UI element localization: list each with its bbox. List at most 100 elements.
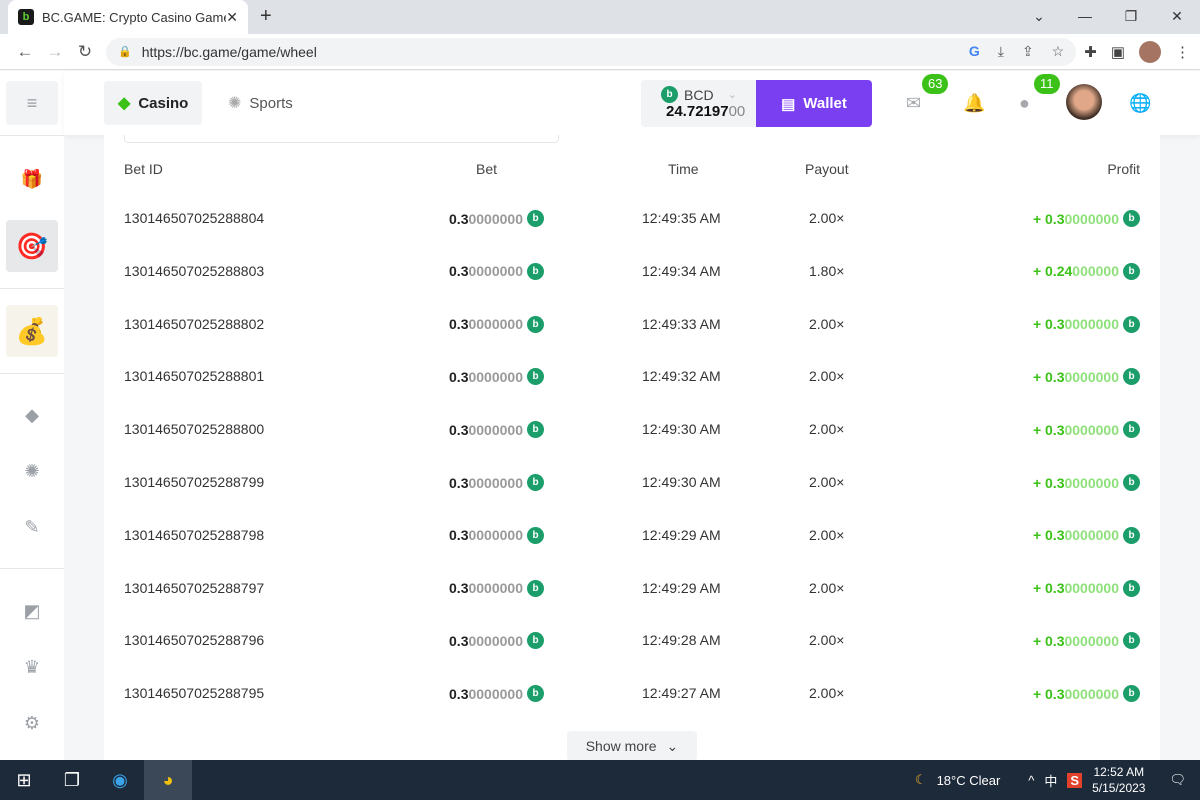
payout: 2.00×: [809, 526, 845, 543]
close-tab-icon[interactable]: ✕: [226, 8, 238, 25]
bet-zeros: 0000000: [468, 263, 523, 280]
bet-id[interactable]: 130146507025288801: [124, 368, 265, 385]
edge-icon[interactable]: ◉: [112, 769, 128, 790]
wallet-button[interactable]: ▤ Wallet: [756, 80, 872, 127]
sogou-icon[interactable]: S: [1067, 772, 1083, 788]
table-row[interactable]: 130146507025288803 0.30000000 b 12:49:34 …: [104, 262, 1160, 283]
bet-time: 12:49:34 AM: [642, 262, 721, 279]
install-icon[interactable]: ⤓: [997, 43, 1004, 59]
profit-zeros: 0000000: [1064, 632, 1119, 649]
menu-icon[interactable]: ⋮: [1175, 43, 1190, 61]
weather-text[interactable]: 18°C Clear: [936, 772, 1001, 788]
bcd-coin-icon: b: [527, 579, 544, 597]
ticket-icon[interactable]: ✎: [24, 516, 40, 537]
mail-icon[interactable]: ✉: [906, 93, 922, 113]
sports-icon[interactable]: ✺: [24, 460, 40, 481]
bet-id[interactable]: 130146507025288795: [124, 685, 265, 702]
star-icon[interactable]: ☆: [1051, 43, 1065, 59]
profit-value: + 0.3: [1032, 316, 1065, 333]
profit-zeros: 0000000: [1064, 474, 1119, 491]
profit-value: + 0.3: [1032, 421, 1065, 438]
header-time: Time: [668, 161, 699, 177]
notifications-icon[interactable]: 🗨: [1169, 772, 1186, 787]
tab-sports[interactable]: ✺ Sports: [214, 81, 307, 125]
bet-id[interactable]: 130146507025288796: [124, 632, 265, 649]
minimize-icon[interactable]: —: [1078, 8, 1092, 24]
bet-id[interactable]: 130146507025288803: [124, 262, 265, 279]
clock[interactable]: 12:52 AM 5/15/2023: [1092, 764, 1145, 796]
browser-tab[interactable]: b BC.GAME: Crypto Casino Games & Casino …: [8, 0, 248, 34]
share-icon[interactable]: ⇪: [1021, 43, 1034, 59]
coins-promo-icon[interactable]: 💰: [6, 305, 58, 357]
extensions-icon[interactable]: ✚: [1084, 43, 1097, 61]
profit-zeros: 0000000: [1064, 210, 1119, 227]
clock-date: 5/15/2023: [1092, 781, 1146, 795]
bet-id[interactable]: 130146507025288802: [124, 315, 265, 332]
bet-id[interactable]: 130146507025288798: [124, 526, 265, 543]
bet-value: 0.3: [449, 368, 469, 385]
table-row[interactable]: 130146507025288802 0.30000000 b 12:49:33 …: [104, 315, 1160, 336]
table-row[interactable]: 130146507025288799 0.30000000 b 12:49:30 …: [104, 474, 1160, 494]
table-row[interactable]: 130146507025288800 0.30000000 b 12:49:30 …: [104, 421, 1160, 441]
profile-avatar[interactable]: [1139, 40, 1161, 63]
table-row[interactable]: 130146507025288797 0.30000000 b 12:49:29 …: [104, 579, 1160, 600]
tab-casino[interactable]: ◆ Casino: [104, 81, 203, 125]
profit: + 0.30000000 b: [1033, 632, 1140, 650]
bell-icon[interactable]: 🔔: [963, 93, 986, 113]
close-window-icon[interactable]: ✕: [1171, 8, 1183, 24]
balance-amount: 24.72197: [666, 103, 729, 120]
table-row[interactable]: 130146507025288795 0.30000000 b 12:49:27 …: [104, 685, 1160, 705]
bet-id[interactable]: 130146507025288797: [124, 579, 265, 596]
bcd-coin-icon: b: [1123, 474, 1140, 491]
bcgame-favicon: b: [18, 9, 34, 25]
reload-icon[interactable]: ↻: [77, 41, 93, 61]
bet-amount: 0.30000000 b: [449, 315, 544, 333]
task-view-icon[interactable]: ❐: [63, 769, 81, 790]
promotions-icon[interactable]: ◩: [23, 600, 41, 621]
forward-icon[interactable]: →: [46, 41, 64, 61]
ime-indicator[interactable]: 中: [1044, 773, 1058, 789]
chrome-icon[interactable]: ◕: [144, 760, 192, 800]
tab-search-icon[interactable]: ⌄: [1033, 8, 1045, 24]
settings-icon[interactable]: ⚙: [23, 712, 41, 733]
bcd-coin-icon: b: [1123, 368, 1140, 386]
wallet-icon: ▤: [781, 95, 796, 113]
new-tab-icon[interactable]: +: [260, 5, 272, 27]
globe-icon[interactable]: 🌐: [1129, 93, 1152, 113]
restore-icon[interactable]: ❐: [1124, 8, 1138, 24]
payout: 2.00×: [809, 579, 845, 596]
profit: + 0.30000000 b: [1032, 579, 1140, 597]
bet-id[interactable]: 130146507025288800: [124, 421, 265, 438]
gift-icon[interactable]: 🎁: [20, 168, 44, 189]
bets-table: Bet ID Bet Time Payout Profit 1301465070…: [104, 135, 1160, 761]
balance-selector[interactable]: b BCD ⌄ 24.7219700: [641, 80, 756, 127]
table-row[interactable]: 130146507025288796 0.30000000 b 12:49:28 …: [104, 632, 1160, 652]
bet-id[interactable]: 130146507025288799: [124, 474, 265, 490]
google-icon[interactable]: G: [968, 43, 980, 59]
user-avatar[interactable]: [1066, 84, 1102, 120]
tray-chevron-icon[interactable]: ^: [1028, 772, 1035, 788]
show-more-button[interactable]: Show more ⌄: [567, 731, 697, 761]
hamburger-menu-icon[interactable]: ≡: [6, 81, 58, 125]
sports-icon: ✺: [228, 95, 242, 112]
bet-zeros: 0000000: [468, 210, 523, 227]
profit: + 0.30000000 b: [1033, 210, 1140, 227]
payout: 1.80×: [809, 262, 845, 279]
vip-crown-icon[interactable]: ♛: [23, 656, 41, 677]
target-game-icon[interactable]: 🎯: [6, 220, 58, 272]
side-panel-icon[interactable]: ▣: [1110, 43, 1125, 61]
table-row[interactable]: 130146507025288801 0.30000000 b 12:49:32 …: [104, 368, 1160, 388]
casino-icon[interactable]: ◆: [25, 404, 39, 425]
payout: 2.00×: [809, 368, 845, 385]
bet-amount: 0.30000000 b: [449, 262, 544, 280]
windows-start-icon[interactable]: ⊞: [16, 769, 32, 790]
bet-id[interactable]: 130146507025288804: [124, 210, 265, 226]
table-row[interactable]: 130146507025288798 0.30000000 b 12:49:29 …: [104, 526, 1160, 547]
url-field[interactable]: 🔒 https://bc.game/game/wheel G ⤓ ⇪ ☆: [106, 37, 1077, 66]
chat-icon[interactable]: ●: [1019, 93, 1030, 113]
profit-value: + 0.3: [1032, 580, 1065, 597]
bet-zeros: 0000000: [468, 368, 523, 385]
back-icon[interactable]: ←: [16, 41, 34, 61]
bet-amount: 0.30000000 b: [449, 368, 544, 386]
table-row[interactable]: 130146507025288804 0.30000000 b 12:49:35 …: [104, 210, 1160, 230]
